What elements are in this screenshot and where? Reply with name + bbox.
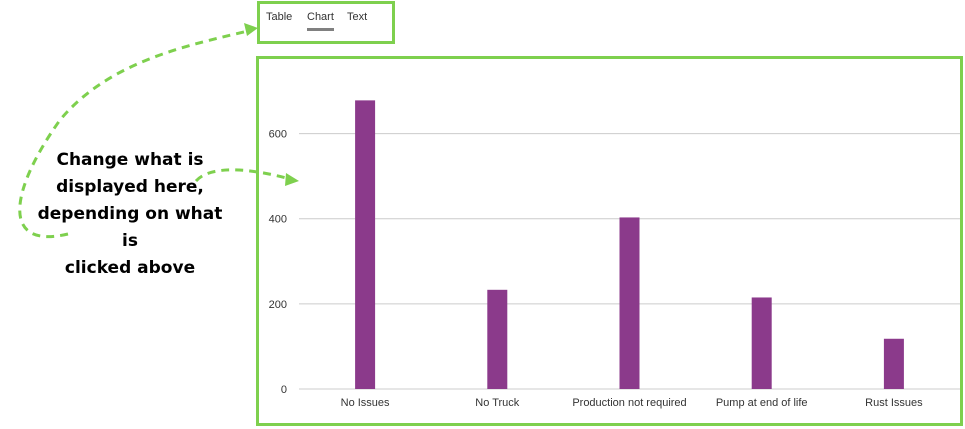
- bar[interactable]: [883, 338, 904, 389]
- tab-chart[interactable]: Chart: [307, 11, 334, 31]
- y-tick-label: 400: [269, 214, 287, 226]
- tab-bar: Table Chart Text: [257, 1, 395, 44]
- bar[interactable]: [355, 100, 376, 389]
- x-tick-label: No Truck: [475, 397, 520, 409]
- bar[interactable]: [487, 289, 508, 389]
- x-tick-label: Production not required: [572, 397, 686, 409]
- y-tick-label: 0: [281, 384, 287, 396]
- annotation-line: Change what is: [56, 150, 204, 170]
- chart-panel: 0 200 400 600 No Issues No Truck Production no…: [256, 56, 963, 426]
- y-tick-label: 200: [269, 299, 287, 311]
- x-tick-label: Pump at end of life: [716, 397, 808, 409]
- annotation-line: displayed here,: [56, 177, 204, 197]
- tab-chart-label: Chart: [307, 11, 334, 23]
- bar-chart: 0 200 400 600 No Issues No Truck Production no…: [269, 100, 960, 409]
- annotation-line: clicked above: [64, 258, 196, 278]
- bar[interactable]: [619, 217, 640, 389]
- y-tick-label: 600: [269, 129, 287, 141]
- bar[interactable]: [751, 297, 772, 389]
- annotation-line: depending on what is: [37, 204, 223, 251]
- active-tab-indicator: [307, 28, 334, 31]
- tab-table[interactable]: Table: [266, 11, 293, 23]
- annotation-text: Change what is displayed here, depending…: [30, 147, 230, 282]
- tab-text[interactable]: Text: [347, 11, 368, 23]
- x-tick-label: Rust Issues: [865, 397, 923, 409]
- arrowhead-tabs: [244, 23, 258, 36]
- x-tick-label: No Issues: [341, 397, 390, 409]
